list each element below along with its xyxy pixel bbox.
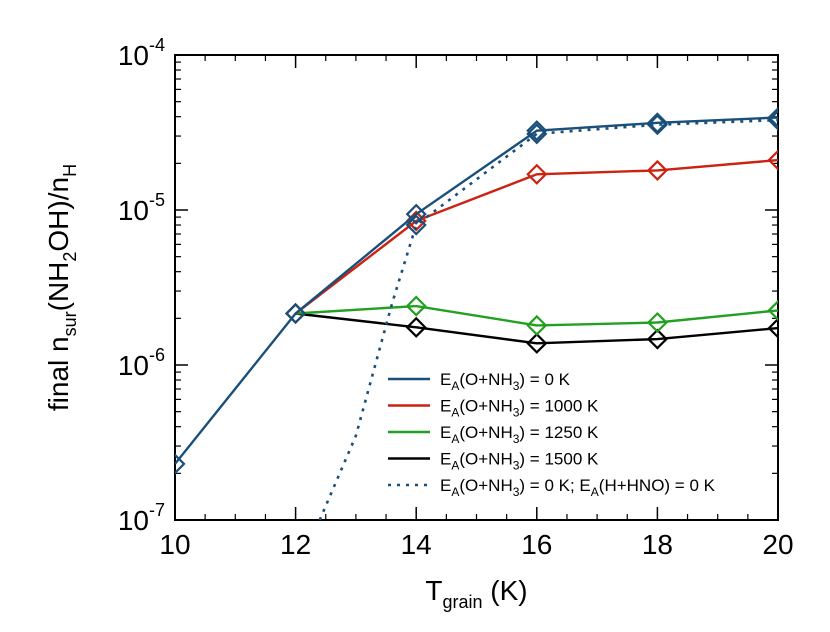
data-point [646, 112, 668, 134]
data-point [526, 163, 548, 185]
series-line [294, 158, 778, 315]
data-point [767, 149, 778, 171]
data-point [767, 106, 778, 129]
legend-entry: EA(O+NH3) = 0 K [440, 370, 571, 393]
series-0 [175, 106, 778, 475]
x-axis-title: Tgrain (K) [425, 575, 527, 612]
x-tick-label: 16 [521, 529, 552, 560]
data-point [405, 214, 427, 236]
x-tick-label: 14 [401, 529, 432, 560]
legend-entry: EA(O+NH3) = 1000 K [440, 397, 599, 420]
data-point [405, 295, 427, 317]
x-tick-label: 12 [280, 529, 311, 560]
data-point [175, 453, 186, 475]
x-tick-label: 18 [642, 529, 673, 560]
y-axis-title: final nsur(NH2OH)/nH [43, 164, 80, 411]
series-layer [175, 106, 778, 520]
data-point [646, 311, 668, 334]
data-point [767, 299, 778, 321]
y-tick-label: 10-5 [118, 190, 165, 226]
series-line [295, 304, 778, 327]
data-point [285, 302, 307, 325]
legend: EA(O+NH3) = 0 K EA(O+NH3) = 1000 K EA(O+NH… [388, 370, 716, 499]
x-tick-label: 10 [159, 529, 190, 560]
x-tick-label: 20 [762, 529, 793, 560]
y-tick-label: 10-6 [118, 345, 165, 381]
axis-labels: 10 12 14 16 18 20 10-7 10-6 10-5 10-4 Tgrain (K) fi… [43, 35, 794, 612]
axes-frame [174, 54, 779, 521]
data-point [526, 120, 548, 142]
legend-entry: EA(O+NH3) = 0 K; EA(H+HNO) = 0 K [440, 476, 716, 499]
series-line [175, 116, 778, 465]
data-point [646, 328, 668, 350]
series-2 [285, 295, 778, 336]
series-1 [285, 149, 778, 325]
data-point [526, 314, 548, 336]
data-point [405, 316, 427, 338]
series-line [318, 118, 778, 520]
data-point [767, 317, 778, 339]
y-tick-label: 10-7 [118, 500, 165, 536]
series-3 [285, 302, 778, 354]
data-point [526, 332, 548, 354]
y-tick-label: 10-4 [118, 35, 165, 71]
data-point [405, 203, 427, 225]
legend-entry: EA(O+NH3) = 1500 K [440, 450, 599, 473]
series-line [295, 312, 778, 345]
data-point [646, 159, 668, 181]
legend-entry: EA(O+NH3) = 1250 K [440, 423, 599, 446]
